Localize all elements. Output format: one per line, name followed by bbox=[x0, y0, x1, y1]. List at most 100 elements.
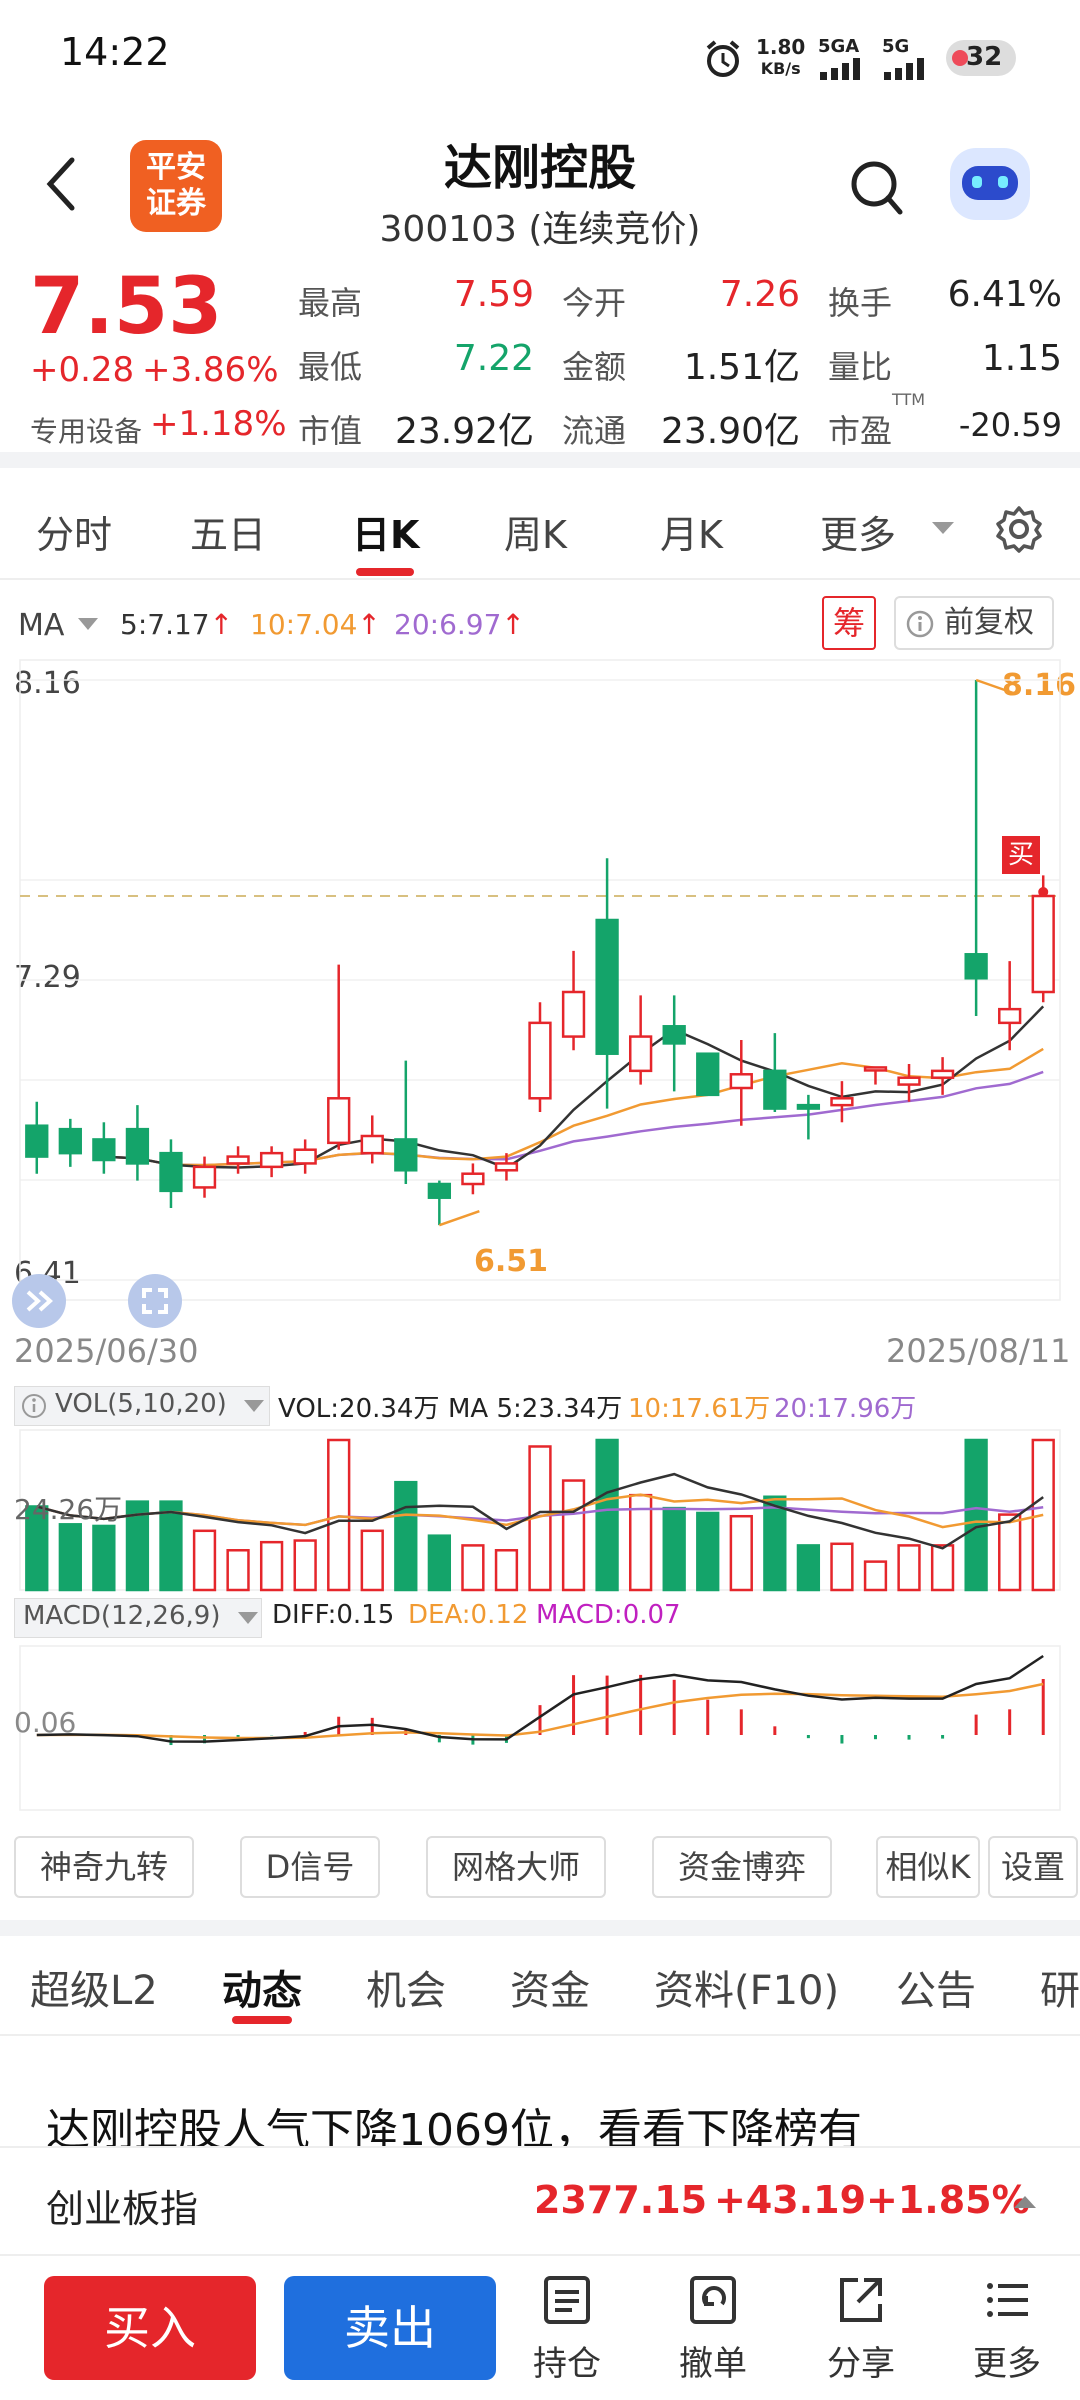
open-value: 7.26 bbox=[719, 274, 800, 315]
turnover-value: 6.41% bbox=[947, 274, 1062, 315]
volume-bar bbox=[360, 1529, 384, 1592]
macd-indicator-selector[interactable]: MACD(12,26,9) bbox=[14, 1598, 262, 1638]
tab-more[interactable]: 更多 bbox=[820, 513, 897, 557]
max-marker-line bbox=[975, 678, 1017, 696]
divider bbox=[0, 452, 1080, 468]
mcap-value: 23.92亿 bbox=[394, 411, 534, 452]
cancel-order-button[interactable]: 撤单 bbox=[658, 2274, 768, 2385]
tab-dongtai[interactable]: 动态 bbox=[222, 1968, 302, 2014]
status-bar: 14:22 1.80 KB/s 5GA 5G 32 bbox=[0, 0, 1080, 118]
volume-bar bbox=[25, 1505, 49, 1592]
candle-body bbox=[763, 1069, 787, 1110]
divider bbox=[0, 1920, 1080, 1936]
tab-l2[interactable]: 超级L2 bbox=[30, 1968, 158, 2014]
ma-label[interactable]: MA bbox=[18, 608, 65, 643]
price-panel-frame bbox=[19, 659, 1061, 1301]
candle-body bbox=[998, 1007, 1022, 1025]
mcap-label: 市值 bbox=[298, 412, 363, 450]
info-icon bbox=[22, 1394, 46, 1418]
tab-f10[interactable]: 资料(F10) bbox=[654, 1968, 840, 2014]
dropdown-triangle-icon bbox=[244, 1400, 264, 1412]
dropdown-triangle-icon[interactable] bbox=[930, 520, 956, 540]
chip-distribution-button[interactable]: 筹 bbox=[822, 596, 876, 650]
adjust-mode-button[interactable]: 前复权 bbox=[894, 596, 1054, 650]
robot-assistant-icon[interactable] bbox=[950, 148, 1030, 220]
news-title[interactable]: 达刚控股人气下降1069位，看看下降榜有 bbox=[46, 2105, 862, 2146]
tab-rik[interactable]: 日K bbox=[352, 513, 420, 557]
macd-value: MACD:0.07 bbox=[536, 1600, 681, 1630]
float-label: 流通 bbox=[562, 412, 627, 450]
volume-bar bbox=[427, 1534, 452, 1592]
index-change: +43.19 bbox=[714, 2178, 867, 2222]
tab-yuek[interactable]: 月K bbox=[660, 513, 723, 557]
tool-button-grid[interactable]: 网格大师 bbox=[426, 1836, 606, 1898]
index-ticker-bar[interactable]: 创业板指 2377.15 +43.19 +1.85% bbox=[0, 2146, 1080, 2256]
volume-bar bbox=[729, 1514, 753, 1592]
candle-body bbox=[58, 1127, 82, 1155]
sector-pct[interactable]: +1.18% bbox=[150, 404, 287, 444]
tab-zhouk[interactable]: 周K bbox=[504, 513, 567, 557]
buy-signal-mark[interactable]: 买 bbox=[1002, 836, 1040, 874]
ma-dropdown-icon[interactable] bbox=[76, 616, 100, 636]
tab-gonggao[interactable]: 公告 bbox=[896, 1968, 976, 2014]
volume-bar bbox=[763, 1495, 787, 1592]
search-icon[interactable] bbox=[848, 158, 904, 222]
volume-bar bbox=[1031, 1438, 1055, 1592]
candle-body bbox=[327, 1097, 351, 1145]
tool-button-settings[interactable]: 设置 bbox=[988, 1836, 1078, 1898]
news-item[interactable]: 达刚控股人气下降1069位，看看下降榜有 bbox=[0, 2036, 1080, 2146]
share-button[interactable]: 分享 bbox=[806, 2274, 916, 2385]
candle-body bbox=[192, 1165, 217, 1189]
candle-body bbox=[528, 1021, 552, 1100]
macd-diff-line bbox=[36, 1654, 1044, 1743]
volume-bar bbox=[226, 1549, 250, 1592]
share-icon bbox=[840, 2278, 882, 2322]
change-value: +0.28 bbox=[30, 350, 135, 390]
candle-body bbox=[830, 1097, 854, 1107]
document-icon bbox=[544, 2276, 590, 2324]
ma20-line bbox=[103, 1070, 1044, 1167]
macd-dea-line bbox=[36, 1682, 1044, 1740]
tab-yanbao[interactable]: 研 bbox=[1040, 1968, 1080, 2014]
active-tab-indicator bbox=[232, 2016, 292, 2024]
index-name: 创业板指 bbox=[46, 2187, 199, 2231]
buy-point-dot bbox=[1038, 887, 1049, 897]
quote-panel: 7.53 +0.28 +3.86% 专用设备 +1.18% 最高 7.59 最低… bbox=[0, 258, 1080, 452]
tool-button-similar[interactable]: 相似K bbox=[876, 1836, 980, 1898]
candle-body bbox=[628, 1035, 653, 1073]
fullscreen-button[interactable] bbox=[128, 1274, 182, 1328]
candle-body bbox=[92, 1138, 116, 1162]
tab-fenshi[interactable]: 分时 bbox=[36, 513, 113, 557]
float-value: 23.90亿 bbox=[660, 411, 800, 452]
candle-body bbox=[729, 1073, 753, 1090]
net-speed: 1.80 KB/s bbox=[756, 35, 806, 78]
tool-button-fund[interactable]: 资金博弈 bbox=[652, 1836, 832, 1898]
vol-ma5: MA 5:23.34万 bbox=[448, 1394, 623, 1424]
settings-gear-icon[interactable] bbox=[994, 504, 1044, 558]
tool-button-dsignal[interactable]: D信号 bbox=[240, 1836, 380, 1898]
tab-zijin[interactable]: 资金 bbox=[510, 1968, 590, 2014]
buy-button[interactable]: 买入 bbox=[44, 2276, 256, 2380]
more-button[interactable]: 更多 bbox=[952, 2274, 1062, 2385]
volume-bar bbox=[58, 1523, 82, 1592]
tab-wuri[interactable]: 五日 bbox=[190, 513, 267, 557]
expand-left-button[interactable] bbox=[12, 1274, 66, 1328]
expand-up-icon[interactable] bbox=[1012, 2194, 1038, 2214]
vol-value: VOL:20.34万 bbox=[278, 1394, 440, 1424]
menu-list-icon bbox=[987, 2283, 1028, 2317]
sell-button[interactable]: 卖出 bbox=[284, 2276, 496, 2380]
volume-bar bbox=[125, 1500, 150, 1592]
tool-button-shenqi[interactable]: 神奇九转 bbox=[14, 1836, 194, 1898]
position-button[interactable]: 持仓 bbox=[512, 2274, 622, 2385]
candle-body bbox=[662, 1025, 686, 1045]
macd-diff: DIFF:0.15 bbox=[272, 1600, 395, 1630]
sector-name[interactable]: 专用设备 bbox=[30, 415, 143, 448]
back-icon[interactable] bbox=[40, 154, 80, 218]
kline-chart-area[interactable]: MA 5:7.17↑ 10:7.04↑ 20:6.97↑ 筹 前复权 8.16 … bbox=[0, 580, 1080, 1820]
tab-jihui[interactable]: 机会 bbox=[366, 1968, 446, 2014]
vol-indicator-selector[interactable]: VOL(5,10,20) bbox=[14, 1386, 270, 1426]
vol-ma5-line bbox=[36, 1472, 1044, 1550]
volume-bar bbox=[863, 1560, 888, 1592]
high-value: 7.59 bbox=[453, 274, 534, 315]
info-icon bbox=[906, 610, 934, 638]
